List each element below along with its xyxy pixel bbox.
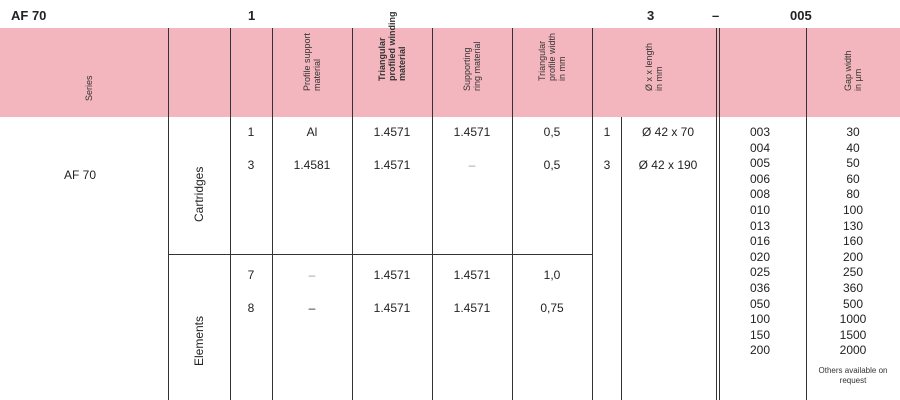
grid-line xyxy=(806,28,807,400)
grid-line xyxy=(230,28,231,400)
dimension-value: Ø 42 x 70 xyxy=(641,125,695,139)
gap-value: 50 xyxy=(846,156,860,171)
gap-code: 008 xyxy=(749,187,771,202)
order-code-row: AF 70 1 3 – 005 xyxy=(0,0,900,28)
gap-value: 30 xyxy=(846,125,860,139)
gap-value: 100 xyxy=(842,203,864,217)
gap-code: 050 xyxy=(749,296,771,311)
profile-width: 0,75 xyxy=(540,301,564,315)
header-gap-width: Gap width in µm xyxy=(843,50,863,91)
profile-width: 1,0 xyxy=(543,268,561,282)
gap-value: 1500 xyxy=(839,327,867,342)
gap-code: 004 xyxy=(749,140,771,155)
header-profile-support: Profile support material xyxy=(302,32,322,91)
gap-value: 2000 xyxy=(839,343,867,358)
availability-note: Others available on request xyxy=(818,366,888,385)
gap-code: 003 xyxy=(749,125,771,139)
grid-line xyxy=(716,28,717,400)
code-digit-3: 005 xyxy=(790,8,812,23)
ring-material: 1.4571 xyxy=(453,125,491,139)
header-winding-material: Triangular profiled winding material xyxy=(377,11,407,82)
section-cartridges: Cartridges xyxy=(192,166,206,222)
dimension-code: 3 xyxy=(603,158,611,172)
support-material: 1.4581 xyxy=(293,158,331,172)
section-elements: Elements xyxy=(192,315,206,366)
code-series: AF 70 xyxy=(11,8,47,23)
code-digit-2: 3 xyxy=(647,8,655,23)
support-material: – xyxy=(308,268,316,282)
ring-material: – xyxy=(468,158,476,172)
gap-value: 1000 xyxy=(839,312,867,327)
grid-line xyxy=(168,254,592,255)
gap-code: 200 xyxy=(749,343,771,358)
gap-value: 130 xyxy=(842,218,864,233)
ring-material: 1.4571 xyxy=(453,301,491,315)
gap-code: 006 xyxy=(749,171,771,186)
row-code: 8 xyxy=(247,301,255,315)
grid-line xyxy=(719,28,720,400)
gap-value: 40 xyxy=(846,140,860,155)
gap-value: 80 xyxy=(846,187,860,202)
gap-code: 010 xyxy=(749,203,771,217)
table-header-band xyxy=(0,28,900,117)
winding-material: 1.4571 xyxy=(373,301,411,315)
series-value: AF 70 xyxy=(64,168,97,182)
ring-material: 1.4571 xyxy=(453,268,491,282)
profile-width: 0,5 xyxy=(543,125,561,139)
support-material: – xyxy=(308,301,316,315)
grid-line xyxy=(352,28,353,400)
gap-code: 036 xyxy=(749,281,771,295)
grid-line xyxy=(621,117,622,400)
gap-code: 005 xyxy=(749,156,771,171)
gap-code: 025 xyxy=(749,265,771,280)
gap-code: 150 xyxy=(749,327,771,342)
winding-material: 1.4571 xyxy=(373,125,411,139)
header-profile-width: Triangular profile width in mm xyxy=(537,32,567,81)
winding-material: 1.4571 xyxy=(373,158,411,172)
code-dash: – xyxy=(712,8,720,23)
gap-value: 60 xyxy=(846,171,860,186)
gap-code: 100 xyxy=(749,312,771,327)
header-series: Series xyxy=(84,75,94,101)
gap-value: 360 xyxy=(842,281,864,295)
gap-value: 200 xyxy=(842,249,864,264)
header-ring-material: Supporting ring material xyxy=(462,41,482,91)
grid-line xyxy=(592,28,593,400)
gap-value: 160 xyxy=(842,234,864,249)
grid-line xyxy=(512,28,513,400)
gap-value: 250 xyxy=(842,265,864,280)
code-digit-1: 1 xyxy=(248,8,256,23)
winding-material: 1.4571 xyxy=(373,268,411,282)
grid-line xyxy=(168,28,169,400)
row-code: 3 xyxy=(247,158,255,172)
header-dimension: Ø x x length in mm xyxy=(644,42,664,91)
dimension-value: Ø 42 x 190 xyxy=(638,158,698,172)
grid-line xyxy=(432,28,433,400)
gap-value: 500 xyxy=(842,296,864,311)
row-code: 7 xyxy=(247,268,255,282)
support-material: Al xyxy=(306,125,318,139)
gap-code: 016 xyxy=(749,234,771,249)
gap-code: 013 xyxy=(749,218,771,233)
profile-width: 0,5 xyxy=(543,158,561,172)
gap-code: 020 xyxy=(749,249,771,264)
row-code: 1 xyxy=(247,125,255,139)
grid-line xyxy=(272,28,273,400)
dimension-code: 1 xyxy=(603,125,611,139)
